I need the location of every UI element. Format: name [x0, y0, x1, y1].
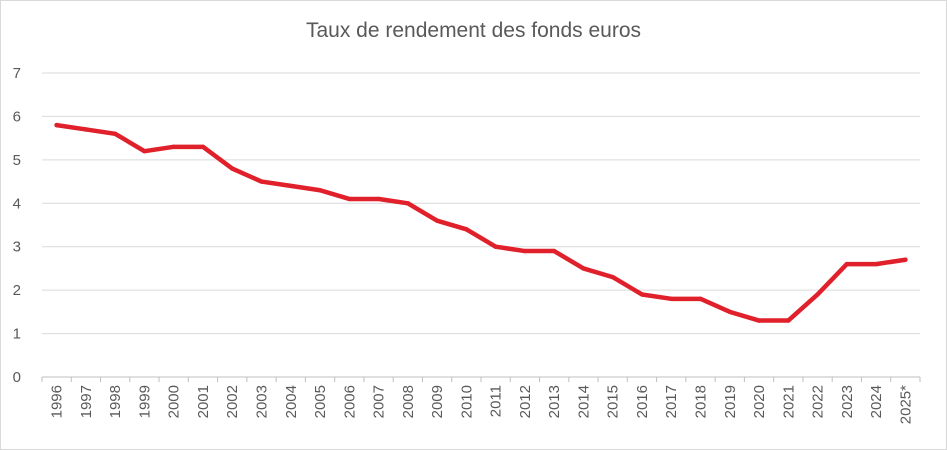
x-tick-label: 2003 — [254, 385, 271, 418]
x-tick-label: 2016 — [634, 385, 651, 418]
x-tick-label: 2002 — [224, 385, 241, 418]
x-tick-label: 2018 — [693, 385, 710, 418]
data-point — [464, 227, 469, 232]
data-point — [844, 261, 850, 267]
x-tick-label: 2001 — [195, 385, 212, 418]
x-tick-label: 2021 — [780, 385, 797, 418]
series — [54, 122, 908, 323]
series-line — [54, 122, 908, 323]
y-tick-label: 0 — [13, 369, 21, 386]
data-point — [756, 318, 762, 323]
data-point — [54, 122, 59, 128]
data-point — [376, 196, 381, 202]
x-tick-label: 2012 — [517, 385, 534, 418]
x-tick-label: 1999 — [136, 385, 153, 418]
data-point — [639, 292, 645, 297]
data-point — [434, 218, 440, 223]
data-point — [522, 248, 528, 254]
data-point — [230, 166, 235, 171]
chart-title: Taux de rendement des fonds euros — [305, 19, 642, 42]
data-point — [815, 292, 820, 297]
data-point — [83, 127, 89, 132]
x-tick-label: 2006 — [341, 385, 358, 418]
x-tick-label: 2020 — [751, 385, 768, 418]
gridlines — [42, 72, 920, 378]
data-point — [317, 188, 323, 193]
data-point — [347, 196, 352, 202]
x-tick-label: 2005 — [312, 385, 329, 418]
y-axis-ticks: 0 1 2 3 4 5 6 7 — [13, 65, 21, 386]
data-point — [669, 296, 674, 302]
data-point — [405, 201, 411, 206]
y-tick-label: 5 — [13, 152, 21, 169]
x-tick-label: 1996 — [49, 385, 66, 418]
y-tick-label: 3 — [13, 239, 21, 256]
x-tick-label: 2008 — [400, 385, 417, 418]
x-tick-label: 1997 — [78, 385, 95, 418]
x-tick-label: 2011 — [488, 385, 505, 417]
y-tick-label: 7 — [13, 65, 21, 82]
x-tick-label: 2004 — [283, 385, 300, 418]
y-tick-label: 2 — [13, 282, 21, 299]
x-tick-label: 2009 — [429, 385, 446, 418]
x-axis-ticks: 1996 1997 1998 1999 2000 2001 2002 2003 2004 2005… — [41, 377, 921, 424]
x-tick-label: 2023 — [839, 385, 856, 418]
x-tick-label: 2017 — [663, 385, 680, 418]
y-tick-label: 1 — [13, 326, 21, 343]
x-tick-label: 2007 — [371, 385, 388, 418]
data-point — [142, 148, 147, 154]
data-point — [873, 261, 879, 267]
x-tick-label: 2022 — [810, 385, 827, 418]
data-point — [727, 309, 732, 315]
data-point — [200, 144, 206, 150]
data-point — [698, 296, 703, 302]
x-tick-label: 2015 — [605, 385, 622, 418]
data-point — [259, 179, 264, 184]
data-point — [551, 248, 557, 254]
data-point — [786, 318, 791, 323]
data-point — [288, 183, 293, 189]
x-tick-label: 2019 — [722, 385, 739, 418]
x-tick-label: 1998 — [107, 385, 124, 418]
x-tick-label: 2025* — [897, 385, 914, 424]
data-point — [581, 266, 586, 271]
data-point — [610, 274, 615, 280]
data-point — [903, 257, 908, 262]
x-tick-label: 2013 — [546, 385, 563, 418]
data-point — [171, 144, 176, 150]
y-tick-label: 6 — [13, 108, 21, 125]
x-tick-label: 2024 — [868, 385, 885, 418]
y-tick-label: 4 — [13, 195, 21, 212]
x-tick-label: 2014 — [575, 385, 592, 418]
x-tick-label: 2010 — [458, 385, 475, 418]
data-point — [493, 244, 498, 249]
x-tick-label: 2000 — [166, 385, 183, 418]
data-point — [112, 131, 118, 136]
